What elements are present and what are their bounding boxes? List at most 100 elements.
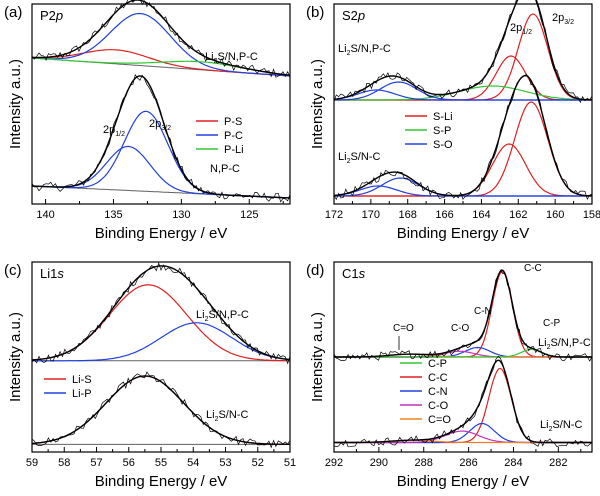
x-axis-label: Binding Energy / eV: [95, 473, 228, 490]
panel-label: (b): [306, 4, 324, 21]
legend-entry: C-C: [428, 372, 448, 384]
legend-entry: C=O: [428, 414, 451, 426]
y-axis-label: Intensity a.u.): [7, 312, 24, 402]
peak-label: 2p3/2: [149, 118, 171, 132]
plot-frame: [31, 261, 291, 453]
component-peak: [333, 89, 592, 101]
panel-c: Li2S/N,P-C Li2S/N-C 59 58 57 56 55 54 53 52 51 Bind…: [4, 261, 296, 490]
x-axis-label: Binding Energy / eV: [95, 225, 228, 242]
component-peak: [334, 13, 592, 101]
fit-envelope-line: [31, 375, 290, 445]
y-axis-label: Intensity a.u.): [309, 312, 326, 402]
legend-entry: C-P: [428, 358, 447, 370]
raw-data-line: [31, 0, 291, 78]
panel-b: Li2S/N,P-C Li2S/N-C 172 170 168 166 164 162 160 1…: [306, 0, 600, 242]
sample-label: Li2S/N-C: [206, 409, 248, 423]
x-tick-label: 53: [219, 457, 231, 469]
peak-annotation: C-C: [524, 263, 542, 274]
plot-frame: [333, 3, 593, 205]
x-tick-label: 288: [415, 457, 433, 469]
peak-annotation: C=O: [393, 323, 414, 334]
fit-envelope-line: [334, 359, 592, 444]
y-axis-label: Intensity a.u.): [309, 59, 326, 149]
sample-label: Li2S/N,P-C: [196, 309, 249, 323]
legend-entry: P-C: [224, 130, 243, 142]
x-tick-label: 140: [36, 209, 54, 221]
panel-label: (d): [306, 262, 324, 279]
x-tick-label: 52: [252, 457, 264, 469]
x-tick-label: 125: [240, 209, 258, 221]
x-tick-label: 170: [362, 209, 380, 221]
legend-entry: Li-S: [72, 374, 92, 386]
x-tick-label: 51: [284, 457, 296, 469]
x-tick-label: 168: [399, 209, 417, 221]
sample-label: Li2S/N-C: [338, 151, 380, 165]
legend-entry: S-O: [433, 139, 453, 151]
x-tick-label: 56: [123, 457, 135, 469]
x-tick-label: 166: [435, 209, 453, 221]
x-tick-label: 290: [370, 457, 388, 469]
panel-title: P2p: [40, 8, 63, 23]
raw-data-line: [31, 261, 291, 365]
x-tick-label: 286: [459, 457, 477, 469]
y-axis-label: Intensity a.u.): [7, 59, 24, 149]
panel-title: Li1s: [40, 266, 64, 281]
raw-data-line: [333, 269, 593, 362]
x-tick-label: 172: [325, 209, 343, 221]
panel-a: Li2S/N,P-C N,P-C 140 135 130 125 Binding Energ…: [4, 0, 291, 242]
legend-entry: P-S: [224, 116, 242, 128]
peak-label: 2p3/2: [552, 12, 574, 26]
component-peak: [32, 322, 291, 362]
peak-annotation: C-N: [474, 306, 492, 317]
component-peak: [333, 185, 592, 197]
panel-d: Li2S/N,P-C Li2S/N-C 292 290 288 286 284 282 Bind…: [306, 261, 593, 490]
panel-label: (c): [4, 262, 22, 279]
legend-entry: S-P: [433, 125, 451, 137]
sample-label: N,P-C: [210, 163, 240, 175]
plot-frame: [31, 3, 291, 205]
fit-envelope-line: [31, 75, 291, 199]
legend-entry: C-O: [428, 400, 449, 412]
peak-label: 2p1/2: [510, 22, 532, 36]
panel-label: (a): [4, 4, 22, 21]
sample-label: Li2S/N,P-C: [338, 43, 391, 57]
x-tick-label: 57: [90, 457, 102, 469]
component-peak: [334, 101, 593, 197]
raw-data-line: [31, 73, 291, 203]
x-tick-label: 59: [26, 457, 38, 469]
raw-data-line: [333, 355, 593, 448]
panel-title: S2p: [342, 8, 365, 23]
fit-envelope-line: [31, 265, 291, 361]
fit-envelope-line: [31, 0, 291, 76]
plot-frame: [333, 261, 593, 453]
component-peak: [31, 145, 291, 199]
peak-label: 2p1/2: [103, 124, 125, 138]
legend-entry: Li-P: [72, 388, 92, 400]
x-tick-label: 130: [172, 209, 190, 221]
x-tick-label: 54: [187, 457, 199, 469]
legend-entry: P-Li: [224, 144, 244, 156]
x-tick-label: 162: [509, 209, 527, 221]
x-tick-label: 160: [546, 209, 564, 221]
component-peak: [31, 12, 291, 77]
peak-annotation: C-P: [543, 318, 561, 329]
x-axis-label: Binding Energy / eV: [397, 473, 530, 490]
x-tick-label: 292: [325, 457, 343, 469]
fit-envelope-line: [333, 74, 593, 197]
x-tick-label: 284: [504, 457, 522, 469]
x-tick-label: 158: [583, 209, 600, 221]
legend-entry: C-N: [428, 386, 448, 398]
fit-envelope-line: [333, 0, 592, 101]
raw-data-line: [31, 371, 291, 449]
x-axis-label: Binding Energy / eV: [397, 225, 530, 242]
x-tick-label: 282: [549, 457, 567, 469]
x-tick-label: 55: [155, 457, 167, 469]
peak-annotation: C-O: [451, 323, 470, 334]
x-tick-label: 135: [104, 209, 122, 221]
sample-label: Li2S/N,P-C: [205, 51, 258, 65]
x-tick-label: 164: [472, 209, 490, 221]
sample-label: Li2S/N,P-C: [538, 337, 591, 351]
panel-title: C1s: [342, 266, 366, 281]
sample-label: Li2S/N-C: [540, 419, 582, 433]
